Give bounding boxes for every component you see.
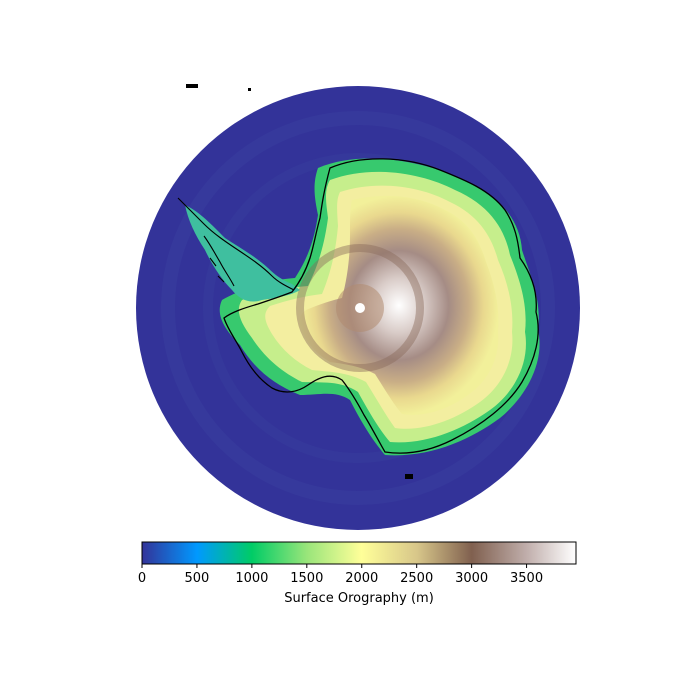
colorbar-tick-label: 2000 [345, 571, 379, 586]
island-marker [405, 474, 413, 479]
colorbar-tick-label: 500 [184, 571, 210, 586]
terrain-layer [161, 111, 555, 505]
island-marker [248, 88, 251, 91]
colorbar-label: Surface Orography (m) [284, 591, 434, 606]
colorbar-tick-label: 1500 [290, 571, 324, 586]
colorbar-tick-label: 3000 [455, 571, 489, 586]
colorbar [141, 541, 577, 565]
colorbar-tick-label: 3500 [510, 571, 544, 586]
peninsula-coastline [177, 197, 295, 291]
colorbar-tick-label: 0 [137, 571, 147, 586]
coastline [223, 158, 539, 454]
colorbar-tick-label: 2500 [400, 571, 434, 586]
plateau-zone [299, 195, 499, 415]
colorbar-ticks [141, 564, 528, 568]
colorbar-tick-label: 1000 [235, 571, 269, 586]
island-marker [186, 84, 198, 88]
